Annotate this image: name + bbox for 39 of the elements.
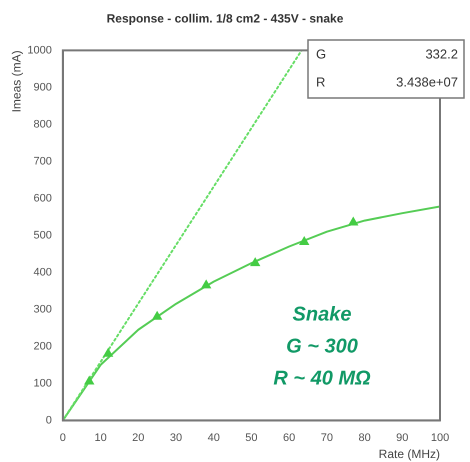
- x-tick-label: 40: [208, 432, 220, 444]
- y-tick-label: 400: [34, 266, 52, 278]
- annotation: R: [316, 74, 326, 90]
- x-tick-label: 30: [170, 432, 182, 444]
- annotation: Snake: [292, 304, 352, 326]
- point: [201, 280, 212, 288]
- x-tick-label: 0: [60, 432, 66, 444]
- x-tick-label: 60: [283, 432, 296, 444]
- y-tick-label: 1000: [27, 44, 52, 56]
- point: [152, 311, 162, 320]
- y-axis-title: Imeas (mA): [10, 50, 24, 112]
- x-tick-label: 70: [320, 432, 333, 444]
- x-axis-title: Rate (MHz): [378, 447, 440, 462]
- y-tick-label: 800: [34, 118, 52, 130]
- y-tick-label: 700: [34, 155, 52, 168]
- point: [250, 258, 260, 266]
- x-tick-label: 90: [396, 432, 408, 444]
- y-tick-label: 0: [46, 414, 52, 426]
- x-tick-label: 10: [94, 432, 107, 444]
- point: [84, 376, 94, 385]
- annotation: 332.2: [425, 46, 458, 62]
- annotation: G ~ 300: [286, 336, 358, 358]
- y-tick-label: 300: [34, 303, 52, 316]
- x-tick-label: 100: [430, 432, 450, 444]
- annotation: 3.438e+07: [396, 74, 458, 90]
- point: [103, 348, 113, 357]
- x-tick-label: 50: [245, 432, 258, 444]
- y-tick-label: 900: [34, 81, 52, 94]
- annotation: R ~ 40 MΩ: [273, 368, 372, 390]
- y-tick-label: 100: [34, 377, 52, 390]
- point: [348, 216, 358, 226]
- point: [299, 236, 310, 246]
- x-tick-label: 20: [132, 432, 144, 444]
- annotation: G: [316, 46, 326, 62]
- chart-title: Response - collim. 1/8 cm2 - 435V - snake: [106, 12, 344, 26]
- y-tick-label: 500: [34, 229, 52, 242]
- x-tick-label: 80: [358, 432, 371, 444]
- y-tick-label: 200: [34, 340, 52, 352]
- y-tick-label: 600: [34, 192, 52, 204]
